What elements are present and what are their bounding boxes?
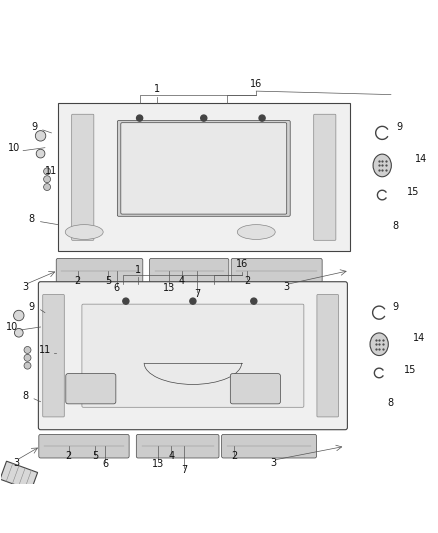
- Text: 1: 1: [154, 84, 160, 94]
- Text: 3: 3: [14, 458, 20, 468]
- Text: 11: 11: [39, 345, 51, 355]
- FancyBboxPatch shape: [222, 434, 317, 458]
- FancyBboxPatch shape: [136, 434, 219, 458]
- Text: 7: 7: [194, 289, 200, 300]
- Text: 4: 4: [168, 451, 174, 461]
- Circle shape: [44, 176, 50, 183]
- FancyBboxPatch shape: [314, 114, 336, 240]
- Text: 3: 3: [270, 458, 276, 468]
- Text: 2: 2: [66, 451, 72, 461]
- FancyBboxPatch shape: [39, 434, 129, 458]
- Text: 13: 13: [163, 284, 175, 293]
- Text: 14: 14: [415, 155, 427, 165]
- Circle shape: [24, 346, 31, 353]
- Text: 9: 9: [31, 122, 37, 132]
- FancyBboxPatch shape: [39, 282, 347, 430]
- Text: 5: 5: [92, 451, 98, 461]
- FancyBboxPatch shape: [121, 123, 287, 214]
- Circle shape: [137, 115, 143, 121]
- FancyBboxPatch shape: [66, 374, 116, 404]
- Circle shape: [123, 298, 129, 304]
- Circle shape: [35, 131, 46, 141]
- Text: 8: 8: [388, 398, 394, 408]
- Text: 13: 13: [152, 459, 164, 469]
- Polygon shape: [58, 103, 350, 251]
- Circle shape: [44, 168, 50, 175]
- Text: 1: 1: [135, 265, 141, 275]
- Text: 2: 2: [244, 276, 251, 286]
- Text: 8: 8: [392, 221, 398, 231]
- Text: 5: 5: [105, 276, 111, 286]
- Ellipse shape: [370, 333, 389, 356]
- FancyBboxPatch shape: [117, 120, 290, 216]
- Circle shape: [36, 149, 45, 158]
- Text: 16: 16: [236, 260, 248, 269]
- Text: 14: 14: [413, 333, 425, 343]
- Text: 15: 15: [406, 187, 419, 197]
- Text: 9: 9: [396, 122, 403, 132]
- Text: 10: 10: [8, 143, 21, 152]
- Text: 3: 3: [283, 282, 290, 292]
- Ellipse shape: [237, 224, 275, 239]
- FancyBboxPatch shape: [43, 295, 64, 417]
- Polygon shape: [0, 461, 38, 490]
- Text: 8: 8: [29, 214, 35, 224]
- Text: 7: 7: [181, 465, 187, 475]
- Text: 15: 15: [404, 365, 417, 375]
- Text: 2: 2: [231, 451, 237, 461]
- FancyBboxPatch shape: [56, 259, 143, 282]
- Circle shape: [14, 310, 24, 321]
- Text: 6: 6: [102, 459, 108, 469]
- Text: 16: 16: [250, 79, 262, 89]
- Circle shape: [201, 115, 207, 121]
- Circle shape: [24, 354, 31, 361]
- Ellipse shape: [373, 154, 391, 177]
- Text: 11: 11: [45, 166, 57, 176]
- Text: 8: 8: [22, 391, 28, 401]
- Text: 9: 9: [29, 302, 35, 312]
- Circle shape: [251, 298, 257, 304]
- Circle shape: [259, 115, 265, 121]
- FancyBboxPatch shape: [231, 259, 322, 282]
- Circle shape: [14, 328, 23, 337]
- FancyBboxPatch shape: [149, 259, 229, 282]
- FancyBboxPatch shape: [317, 295, 339, 417]
- Ellipse shape: [65, 224, 103, 239]
- Circle shape: [44, 183, 50, 190]
- FancyBboxPatch shape: [82, 304, 304, 407]
- Text: 10: 10: [6, 322, 18, 332]
- Circle shape: [24, 362, 31, 369]
- Text: 9: 9: [392, 302, 398, 312]
- Circle shape: [190, 298, 196, 304]
- Text: 2: 2: [74, 276, 81, 286]
- FancyBboxPatch shape: [72, 114, 94, 240]
- FancyBboxPatch shape: [230, 374, 280, 404]
- Text: 6: 6: [113, 284, 120, 293]
- Text: 4: 4: [179, 276, 185, 286]
- Text: 3: 3: [22, 282, 28, 292]
